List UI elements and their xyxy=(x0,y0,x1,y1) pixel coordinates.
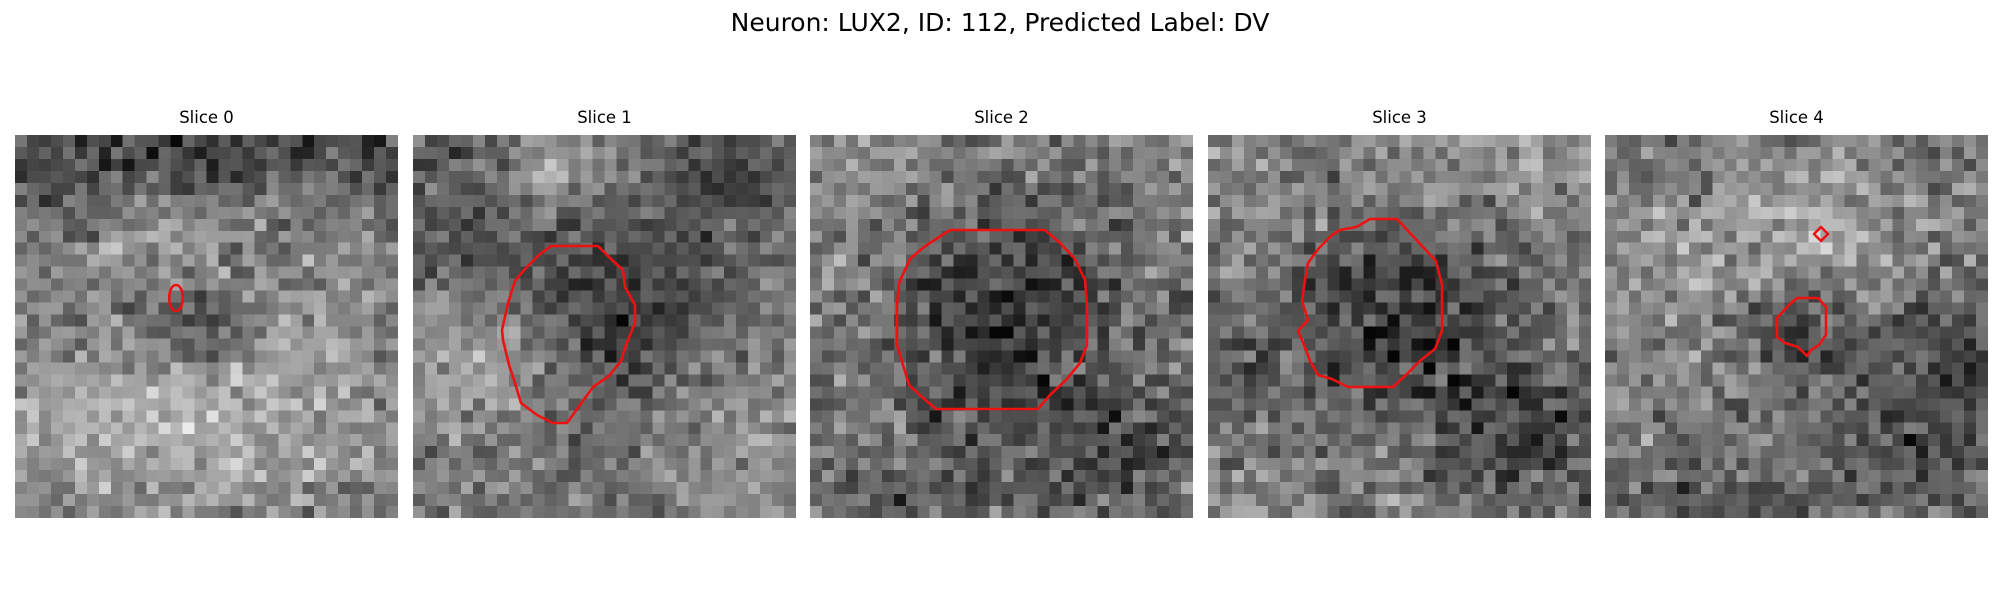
slice-image xyxy=(1208,135,1591,518)
roi-contour xyxy=(1812,225,1830,243)
slice-image xyxy=(413,135,796,518)
slice-panel-1: Slice 1 xyxy=(413,106,796,518)
slice-title: Slice 2 xyxy=(974,108,1029,127)
roi-contour-overlay xyxy=(500,244,637,425)
grayscale-microscopy-image xyxy=(1605,135,1988,518)
slice-panel-0: Slice 0 xyxy=(15,106,398,518)
slice-panel-3: Slice 3 xyxy=(1208,106,1591,518)
slice-title: Slice 0 xyxy=(179,108,234,127)
roi-contour xyxy=(1775,296,1828,358)
grayscale-microscopy-image xyxy=(15,135,398,518)
roi-contour-overlay xyxy=(1775,225,1830,358)
grayscale-microscopy-image xyxy=(1208,135,1591,518)
slice-title: Slice 4 xyxy=(1769,108,1824,127)
slice-image xyxy=(810,135,1193,518)
grayscale-microscopy-image xyxy=(413,135,796,518)
figure-title: Neuron: LUX2, ID: 112, Predicted Label: … xyxy=(730,8,1270,37)
roi-contour xyxy=(895,228,1089,411)
roi-contour-overlay xyxy=(895,228,1089,411)
roi-contour xyxy=(167,283,185,313)
slice-image xyxy=(1605,135,1988,518)
grayscale-microscopy-image xyxy=(810,135,1193,518)
roi-contour xyxy=(500,244,637,425)
roi-contour xyxy=(1296,217,1444,389)
roi-contour-overlay xyxy=(167,283,185,313)
slice-title: Slice 3 xyxy=(1372,108,1427,127)
slice-panel-4: Slice 4 xyxy=(1605,106,1988,518)
roi-contour-overlay xyxy=(1296,217,1444,389)
slice-panel-2: Slice 2 xyxy=(810,106,1193,518)
slice-image xyxy=(15,135,398,518)
slice-title: Slice 1 xyxy=(577,108,632,127)
